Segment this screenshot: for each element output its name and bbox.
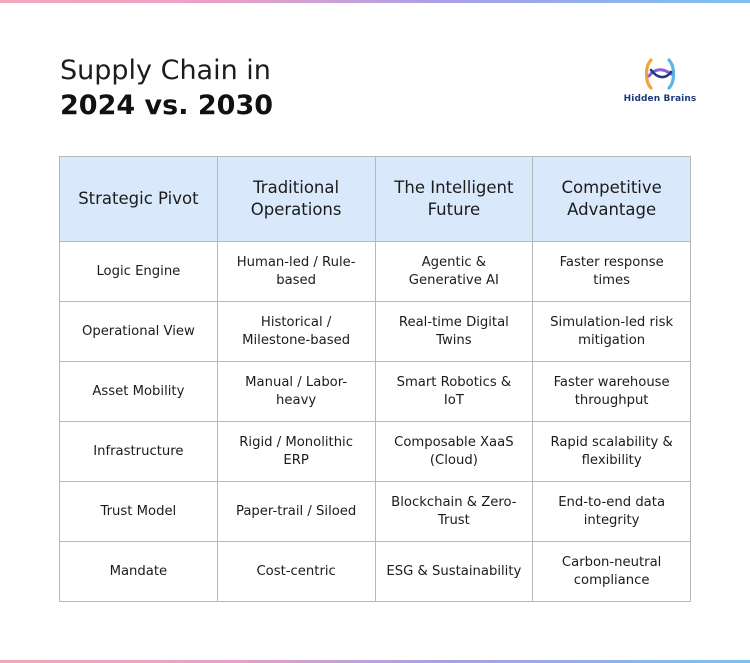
top-gradient-bar — [0, 0, 750, 3]
table-cell: Human-led / Rule-based — [216, 241, 376, 302]
table-cell: Logic Engine — [59, 241, 218, 302]
hidden-brains-logo-icon — [644, 58, 676, 90]
table-cell: Paper-trail / Siloed — [216, 481, 376, 542]
comparison-table: Strategic Pivot Traditional Operations T… — [59, 156, 691, 602]
table-row: Infrastructure Rigid / Monolithic ERP Co… — [59, 421, 691, 482]
table-cell: Smart Robotics & IoT — [374, 361, 534, 422]
header-competitive-advantage: Competitive Advantage — [532, 156, 691, 242]
table-cell: Composable XaaS (Cloud) — [374, 421, 534, 482]
table-cell: Infrastructure — [59, 421, 218, 482]
title-line-1: Supply Chain in — [60, 55, 271, 86]
table-row: Trust Model Paper-trail / Siloed Blockch… — [59, 481, 691, 542]
table-row: Operational View Historical / Milestone-… — [59, 301, 691, 362]
table-cell: Historical / Milestone-based — [216, 301, 376, 362]
table-cell: Agentic & Generative AI — [374, 241, 534, 302]
table-cell: Faster response times — [532, 241, 691, 302]
header-intelligent-future: The Intelligent Future — [374, 156, 534, 242]
table-cell: Rapid scalability & flexibility — [532, 421, 691, 482]
table-cell: Carbon-neutral compliance — [532, 541, 691, 602]
table-cell: Cost-centric — [216, 541, 376, 602]
header-traditional-operations: Traditional Operations — [216, 156, 376, 242]
brand-name: Hidden Brains — [623, 94, 697, 104]
table-row: Asset Mobility Manual / Labor-heavy Smar… — [59, 361, 691, 422]
brand-logo: Hidden Brains — [622, 56, 698, 104]
table-header-row: Strategic Pivot Traditional Operations T… — [59, 156, 691, 242]
table-cell: Mandate — [59, 541, 218, 602]
table-cell: Asset Mobility — [59, 361, 218, 422]
table-cell: End-to-end data integrity — [532, 481, 691, 542]
table-row: Mandate Cost-centric ESG & Sustainabilit… — [59, 541, 691, 602]
table-cell: Trust Model — [59, 481, 218, 542]
title-line-2: 2024 vs. 2030 — [60, 90, 274, 121]
table-cell: Blockchain & Zero-Trust — [374, 481, 534, 542]
table-cell: Real-time Digital Twins — [374, 301, 534, 362]
table-cell: Operational View — [59, 301, 218, 362]
header-strategic-pivot: Strategic Pivot — [59, 156, 218, 242]
table-row: Logic Engine Human-led / Rule-based Agen… — [59, 241, 691, 302]
table-cell: ESG & Sustainability — [374, 541, 534, 602]
table-cell: Rigid / Monolithic ERP — [216, 421, 376, 482]
page-title: Supply Chain in 2024 vs. 2030 — [60, 54, 273, 124]
table-cell: Faster warehouse throughput — [532, 361, 691, 422]
table-cell: Manual / Labor-heavy — [216, 361, 376, 422]
bottom-gradient-bar — [0, 660, 750, 663]
table-cell: Simulation-led risk mitigation — [532, 301, 691, 362]
